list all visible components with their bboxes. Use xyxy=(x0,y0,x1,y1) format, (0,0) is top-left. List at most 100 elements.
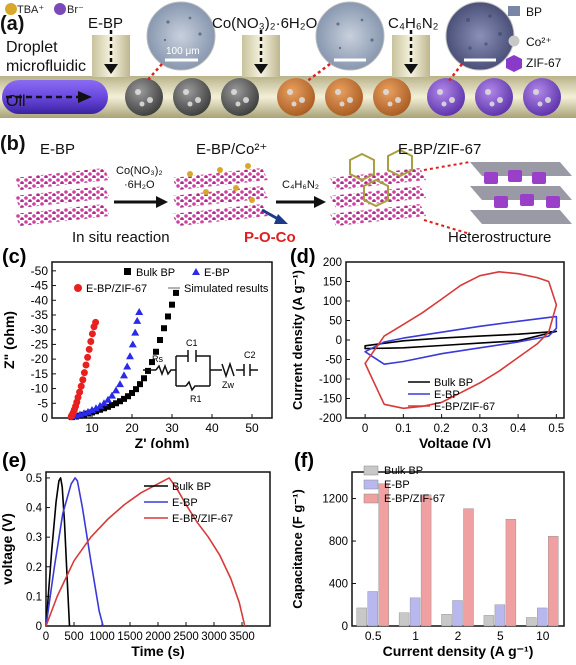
reagent1-line2: ·6H₂O xyxy=(124,179,155,191)
x-tick-label: 3000 xyxy=(201,631,227,643)
data-point-bulk-bp xyxy=(137,381,143,388)
bar-e-bp xyxy=(367,591,378,627)
data-point-bulk-bp xyxy=(173,289,179,296)
data-point-e-bp-zif67 xyxy=(77,382,85,390)
x-tick-label: 20 xyxy=(125,421,139,435)
panel-c-label: (c) xyxy=(2,246,27,268)
bar-e-bp-zif-67 xyxy=(378,483,389,627)
x-tick-label: 50 xyxy=(245,421,259,435)
y-tick-label: -40 xyxy=(31,293,49,307)
data-point-e-bp xyxy=(92,404,100,412)
legend-label: Bulk BP xyxy=(384,465,423,477)
data-point-e-bp-zif67 xyxy=(87,337,95,345)
br-icon xyxy=(54,3,66,15)
x-tick-label: 1500 xyxy=(117,631,143,643)
panel-e-label: (e) xyxy=(2,450,27,472)
legend-co: Co²⁺ xyxy=(526,35,552,49)
tba-icon xyxy=(5,3,17,15)
x-axis-label: Z' (ohm) xyxy=(135,435,190,448)
data-point-e-bp-zif67 xyxy=(74,393,82,401)
x-tick-label: 1 xyxy=(412,629,419,643)
panel-c: (c) 10 20 30 40 50 0 -5 -10 -15 -20 -25 -30 -35 -40 -4… xyxy=(0,246,288,451)
y-tick-label: 0.5 xyxy=(26,473,42,485)
zif-icon xyxy=(506,55,522,72)
x-tick-label: 3500 xyxy=(229,631,255,643)
bar-e-bp-zif-67 xyxy=(548,536,559,627)
y-tick-label: 50 xyxy=(329,316,342,328)
data-point-e-bp xyxy=(108,391,116,399)
panel-d-label: (d) xyxy=(290,246,316,268)
bar-e-bp-zif-67 xyxy=(420,494,432,627)
y-tick-label: 0.4 xyxy=(26,503,43,515)
plot-frame xyxy=(51,261,273,419)
data-point-e-bp xyxy=(126,352,134,360)
legend-label: Bulk BP xyxy=(434,377,473,389)
y-tick-label: 400 xyxy=(329,579,348,591)
x-tick-label: 2000 xyxy=(145,631,171,643)
inlet-cobalt-label: Co(NO₃)₂·6H₂O xyxy=(212,15,317,32)
panel-b-schematic: (b) xyxy=(0,133,572,246)
circuit-wire xyxy=(187,350,197,362)
data-point-e-bp xyxy=(123,362,132,370)
data-point-bulk-bp xyxy=(157,337,163,343)
bar-e-bp xyxy=(409,597,421,627)
data-point-e-bp xyxy=(133,316,142,324)
data-point-e-bp xyxy=(112,386,120,394)
panel-a: TBA⁺ Br⁻ (a) Droplet microfluidic Oil E-… xyxy=(0,0,576,128)
x-tick-label: 500 xyxy=(64,631,83,643)
y-tick-label: -15 xyxy=(31,367,49,381)
y-axis-label: Capacitance (F g⁻¹) xyxy=(290,489,305,609)
x-tick-label: 2500 xyxy=(173,631,199,643)
data-point-bulk-bp xyxy=(169,301,175,308)
data-point-e-bp xyxy=(88,406,96,414)
legend-marker-e-bp xyxy=(192,268,200,275)
x-tick-label: 0.3 xyxy=(472,423,488,435)
oil-label: Oil xyxy=(6,93,26,110)
bar-bulk-bp xyxy=(526,617,537,627)
circuit-wire xyxy=(143,363,176,377)
data-point-e-bp xyxy=(131,328,140,336)
y-tick-label: 0 xyxy=(41,411,48,425)
data-point-bulk-bp xyxy=(141,375,147,382)
nyquist-chart: 10 20 30 40 50 0-5-10-15-20-25-30-35-40-45-50… xyxy=(1,261,273,451)
circuit-label-rs: Rs xyxy=(152,354,163,364)
circuit-label-zw: Zw xyxy=(222,380,234,390)
data-point-bulk-bp xyxy=(161,325,167,332)
droplets-orange xyxy=(277,78,411,116)
legend-marker-zif67 xyxy=(74,284,82,292)
legend-label: Simulated results xyxy=(184,283,269,295)
bar-e-bp xyxy=(537,607,548,627)
data-point-e-bp-zif67 xyxy=(92,318,100,326)
data-point-e-bp xyxy=(100,399,108,407)
cv-loop-e-bp-zif-67 xyxy=(364,271,558,410)
stage3-label: E-BP/ZIF-67 xyxy=(398,141,481,158)
panel-f-label: (f) xyxy=(294,450,314,472)
reagent1-line1: Co(NO₃)₂ xyxy=(116,165,163,177)
data-point-e-bp-zif67 xyxy=(84,353,92,361)
bar-bulk-bp xyxy=(356,607,367,627)
heterostructure-stack xyxy=(470,162,572,224)
gcd-curve-bulk-bp xyxy=(45,477,71,627)
x-tick-label: 0.4 xyxy=(510,423,527,435)
legend-swatch xyxy=(363,479,379,490)
data-point-e-bp xyxy=(128,340,137,348)
micrograph-ebp xyxy=(146,1,216,71)
caption-heterostructure: Heterostructure xyxy=(448,229,551,246)
data-point-bulk-bp xyxy=(105,403,111,410)
y-tick-label: 0.2 xyxy=(26,562,42,574)
droplet-label-1: Droplet xyxy=(6,39,58,56)
data-point-bulk-bp xyxy=(117,398,123,405)
legend-bp: BP xyxy=(526,5,542,19)
panel-d: (d) 0 0.1 0.2 0.3 0.4 0.5 -200 -150 -100 -50 0 50 10… xyxy=(288,246,576,451)
y-axis-label: voltage (V) xyxy=(0,513,15,585)
x-tick-label: 0.1 xyxy=(395,423,411,435)
caption-po-co: P-O-Co xyxy=(244,229,296,246)
x-tick-label: 0.5 xyxy=(365,629,382,643)
micrograph-cobalt xyxy=(315,1,385,71)
bar-bulk-bp xyxy=(483,615,495,627)
y-tick-label: -30 xyxy=(31,323,49,337)
x-axis-label: Time (s) xyxy=(131,643,184,659)
panel-a-label: (a) xyxy=(0,13,24,35)
y-tick-label: -100 xyxy=(319,374,342,386)
